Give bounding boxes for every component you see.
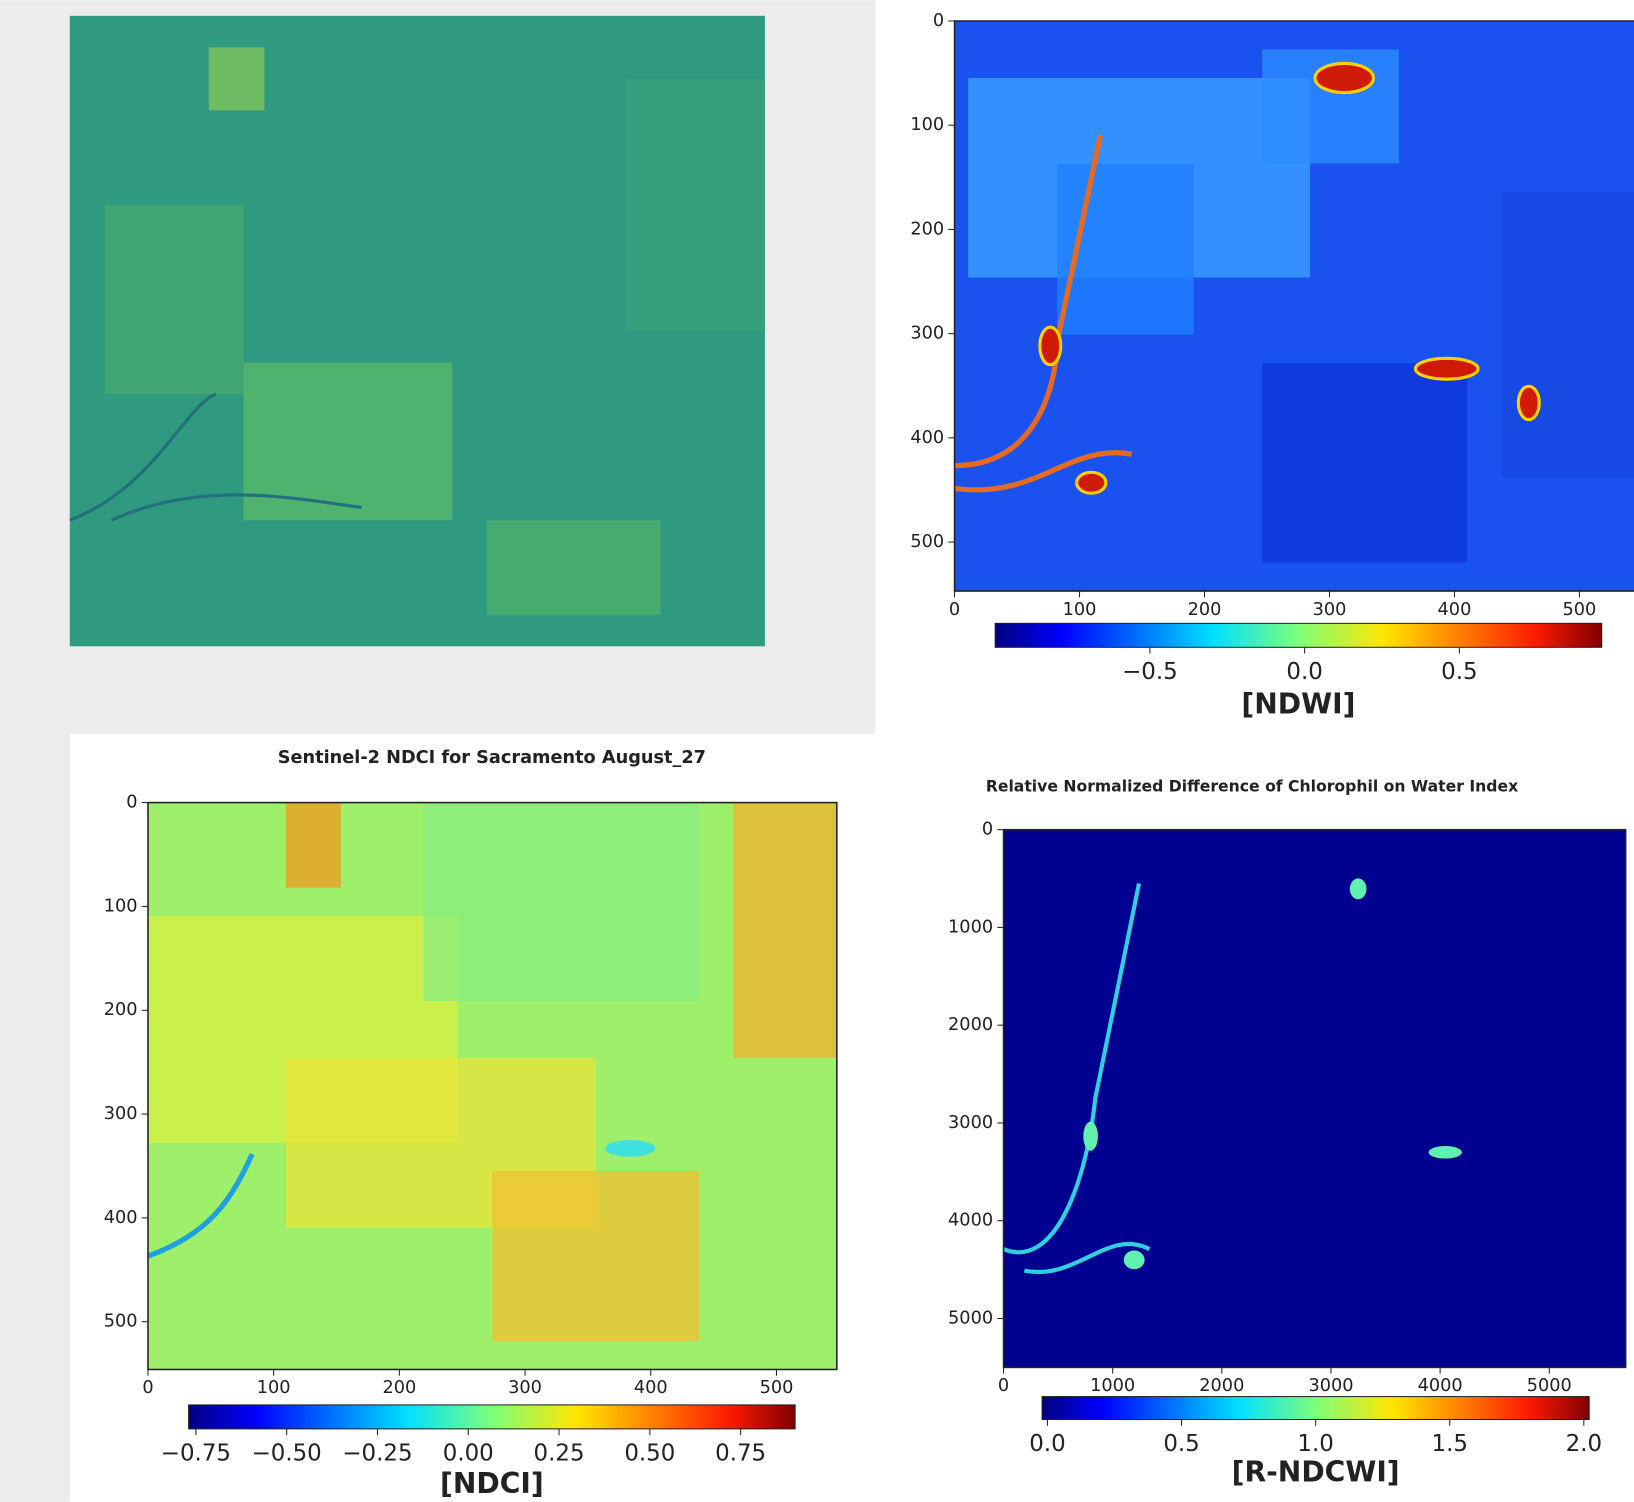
colorbar-tick-label: 2.0 bbox=[1566, 1431, 1602, 1457]
colorbar-tick-label: 0.0 bbox=[1029, 1431, 1065, 1457]
x-tick-label: 100 bbox=[257, 1378, 291, 1398]
x-tick-label: 0 bbox=[998, 1376, 1009, 1396]
y-tick-label: 2000 bbox=[948, 1015, 993, 1035]
y-tick-label: 0 bbox=[982, 820, 993, 840]
figure: 01002003004005000100200300400500−0.50.00… bbox=[0, 0, 1634, 1502]
x-tick-label: 500 bbox=[1563, 600, 1597, 620]
colorbar bbox=[995, 623, 1601, 647]
y-tick-label: 300 bbox=[910, 324, 944, 344]
y-tick-label: 5000 bbox=[948, 1309, 993, 1329]
x-tick-label: 300 bbox=[508, 1378, 542, 1398]
x-tick-label: 400 bbox=[634, 1378, 668, 1398]
colorbar-tick-label: 0.50 bbox=[624, 1440, 675, 1466]
y-tick-label: 500 bbox=[910, 532, 944, 552]
lake bbox=[1077, 472, 1106, 493]
lake bbox=[1350, 878, 1367, 899]
colorbar-tick-label: 0.5 bbox=[1163, 1431, 1199, 1457]
image-region bbox=[492, 1171, 699, 1341]
x-tick-label: 4000 bbox=[1418, 1376, 1463, 1396]
image-region bbox=[209, 47, 265, 110]
panel: Sentinel-2 NDCI for Sacramento August_27… bbox=[104, 748, 837, 1500]
y-tick-label: 4000 bbox=[948, 1211, 993, 1231]
image-region bbox=[626, 79, 765, 331]
x-tick-label: 0 bbox=[949, 600, 960, 620]
colorbar-tick-label: −0.50 bbox=[252, 1440, 322, 1466]
y-tick-label: 0 bbox=[933, 11, 944, 31]
y-tick-label: 400 bbox=[104, 1208, 138, 1228]
x-tick-label: 5000 bbox=[1527, 1376, 1572, 1396]
colorbar-tick-label: −0.5 bbox=[1122, 659, 1178, 685]
colorbar-tick-label: 0.25 bbox=[534, 1440, 585, 1466]
colorbar-tick-label: 1.0 bbox=[1297, 1431, 1333, 1457]
panel: Relative Normalized Difference of Chloro… bbox=[948, 776, 1626, 1488]
y-tick-label: 100 bbox=[910, 115, 944, 135]
colorbar-label: [NDWI] bbox=[1241, 688, 1355, 721]
x-tick-label: 500 bbox=[760, 1378, 794, 1398]
y-tick-label: 500 bbox=[104, 1312, 138, 1332]
x-tick-label: 200 bbox=[382, 1378, 416, 1398]
x-tick-label: 1000 bbox=[1090, 1376, 1135, 1396]
colorbar-tick-label: 0.0 bbox=[1286, 659, 1322, 685]
x-tick-label: 0 bbox=[142, 1378, 153, 1398]
y-tick-label: 200 bbox=[104, 1000, 138, 1020]
x-tick-label: 100 bbox=[1063, 600, 1097, 620]
image-region bbox=[1262, 363, 1467, 563]
colorbar-label: [R-NDCWI] bbox=[1232, 1456, 1400, 1489]
page: Sentinel-2 Sacramento indices {"chart_da… bbox=[0, 0, 1634, 1502]
x-tick-label: 300 bbox=[1313, 600, 1347, 620]
image-region bbox=[487, 520, 661, 615]
colorbar bbox=[189, 1405, 795, 1429]
panel: 0 100 200 300 400 500 0 100 200 300 400 500 −0.5 0.0 0… bbox=[910, 11, 1634, 721]
y-tick-label: 400 bbox=[910, 428, 944, 448]
colorbar-tick-label: −0.75 bbox=[161, 1440, 231, 1466]
image-region bbox=[733, 803, 836, 1058]
lake bbox=[1124, 1250, 1145, 1269]
chart-title: Relative Normalized Difference of Chloro… bbox=[986, 776, 1518, 795]
colorbar-tick-label: 0.00 bbox=[443, 1440, 494, 1466]
x-tick-label: 2000 bbox=[1199, 1376, 1244, 1396]
panel bbox=[70, 16, 765, 646]
y-tick-label: 3000 bbox=[948, 1113, 993, 1133]
y-tick-label: 300 bbox=[104, 1104, 138, 1124]
x-tick-label: 400 bbox=[1438, 600, 1472, 620]
lake bbox=[1315, 63, 1373, 92]
colorbar-tick-label: −0.25 bbox=[342, 1440, 412, 1466]
x-tick-label: 200 bbox=[1188, 600, 1222, 620]
y-tick-label: 100 bbox=[104, 896, 138, 916]
colorbar-label: [NDCI] bbox=[440, 1467, 544, 1500]
colorbar-tick-label: 0.5 bbox=[1441, 659, 1477, 685]
y-tick-label: 200 bbox=[910, 219, 944, 239]
image-region bbox=[424, 803, 700, 1001]
colorbar-tick-label: 0.75 bbox=[715, 1440, 766, 1466]
y-tick-label: 1000 bbox=[948, 917, 993, 937]
image-region bbox=[1501, 192, 1634, 477]
lake bbox=[1518, 386, 1539, 419]
lake bbox=[1083, 1122, 1098, 1151]
x-tick-label: 3000 bbox=[1308, 1376, 1353, 1396]
panel-background bbox=[0, 734, 70, 1502]
body: 01002003004005000100200300400500−0.50.00… bbox=[0, 0, 1634, 1502]
colorbar-tick-label: 1.5 bbox=[1432, 1431, 1468, 1457]
image-region bbox=[286, 803, 341, 888]
y-tick-label: 0 bbox=[126, 793, 137, 813]
chart-title: Sentinel-2 NDCI for Sacramento August_27 bbox=[278, 748, 706, 768]
colorbar bbox=[1042, 1397, 1589, 1420]
lake bbox=[1040, 327, 1061, 365]
lake bbox=[1415, 358, 1478, 379]
lake bbox=[1429, 1146, 1462, 1159]
image-region bbox=[105, 205, 244, 394]
lake bbox=[605, 1140, 655, 1157]
